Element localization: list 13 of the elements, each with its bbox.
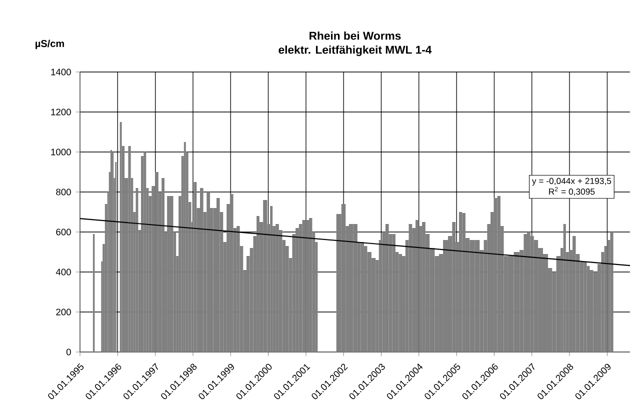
y-tick-label: 1400 bbox=[51, 68, 71, 76]
annotation: R$^{2}$ = 0,3095 bbox=[549, 187, 595, 196]
y-tick-label: 1200 bbox=[51, 108, 71, 116]
y-tick-label: 400 bbox=[56, 268, 71, 276]
y-axis-title: µS/cm bbox=[36, 40, 64, 50]
y-tick-label: 800 bbox=[56, 188, 71, 196]
y-tick-label: 600 bbox=[56, 228, 71, 236]
annotation: y = -0,044x + 2193,5 bbox=[532, 178, 612, 186]
chart-title: Rhein bei Worms bbox=[310, 31, 401, 40]
y-tick-label: 200 bbox=[56, 308, 71, 316]
chart-subtitle: elektr. Leitfähigkeit MWL 1-4 bbox=[278, 45, 432, 56]
y-tick-label: 1000 bbox=[51, 148, 71, 156]
y-tick-label: 0 bbox=[66, 348, 71, 356]
